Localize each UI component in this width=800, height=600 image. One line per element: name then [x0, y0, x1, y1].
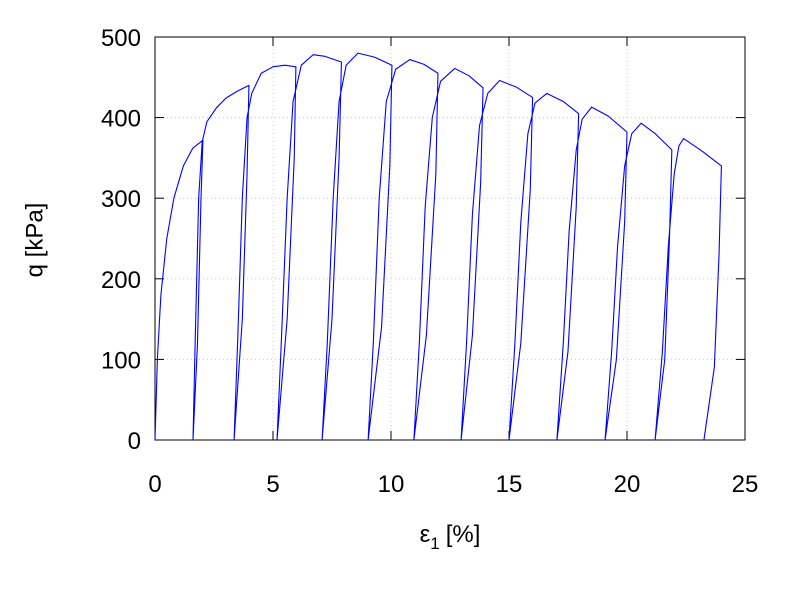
y-tick-label: 100: [101, 347, 141, 374]
y-tick-label: 500: [101, 25, 141, 52]
y-tick-label: 400: [101, 106, 141, 133]
x-tick-label: 20: [614, 471, 641, 498]
x-axis-subscript: 1: [430, 534, 439, 553]
x-tick-label: 15: [496, 471, 523, 498]
y-axis-label: q [kPa]: [21, 203, 48, 278]
x-tick-label: 10: [378, 471, 405, 498]
x-axis-symbol: ε: [420, 521, 431, 548]
x-tick-label: 25: [732, 471, 759, 498]
x-axis-unit: [%]: [446, 521, 481, 548]
y-tick-label: 200: [101, 267, 141, 294]
x-tick-label: 0: [148, 471, 161, 498]
data-line: [154, 52, 722, 441]
x-axis-label: ε1 [%]: [420, 521, 481, 553]
y-tick-label: 0: [128, 428, 141, 455]
x-tick-label: 5: [266, 471, 279, 498]
plot-frame: [154, 36, 746, 441]
y-tick-label: 300: [101, 186, 141, 213]
